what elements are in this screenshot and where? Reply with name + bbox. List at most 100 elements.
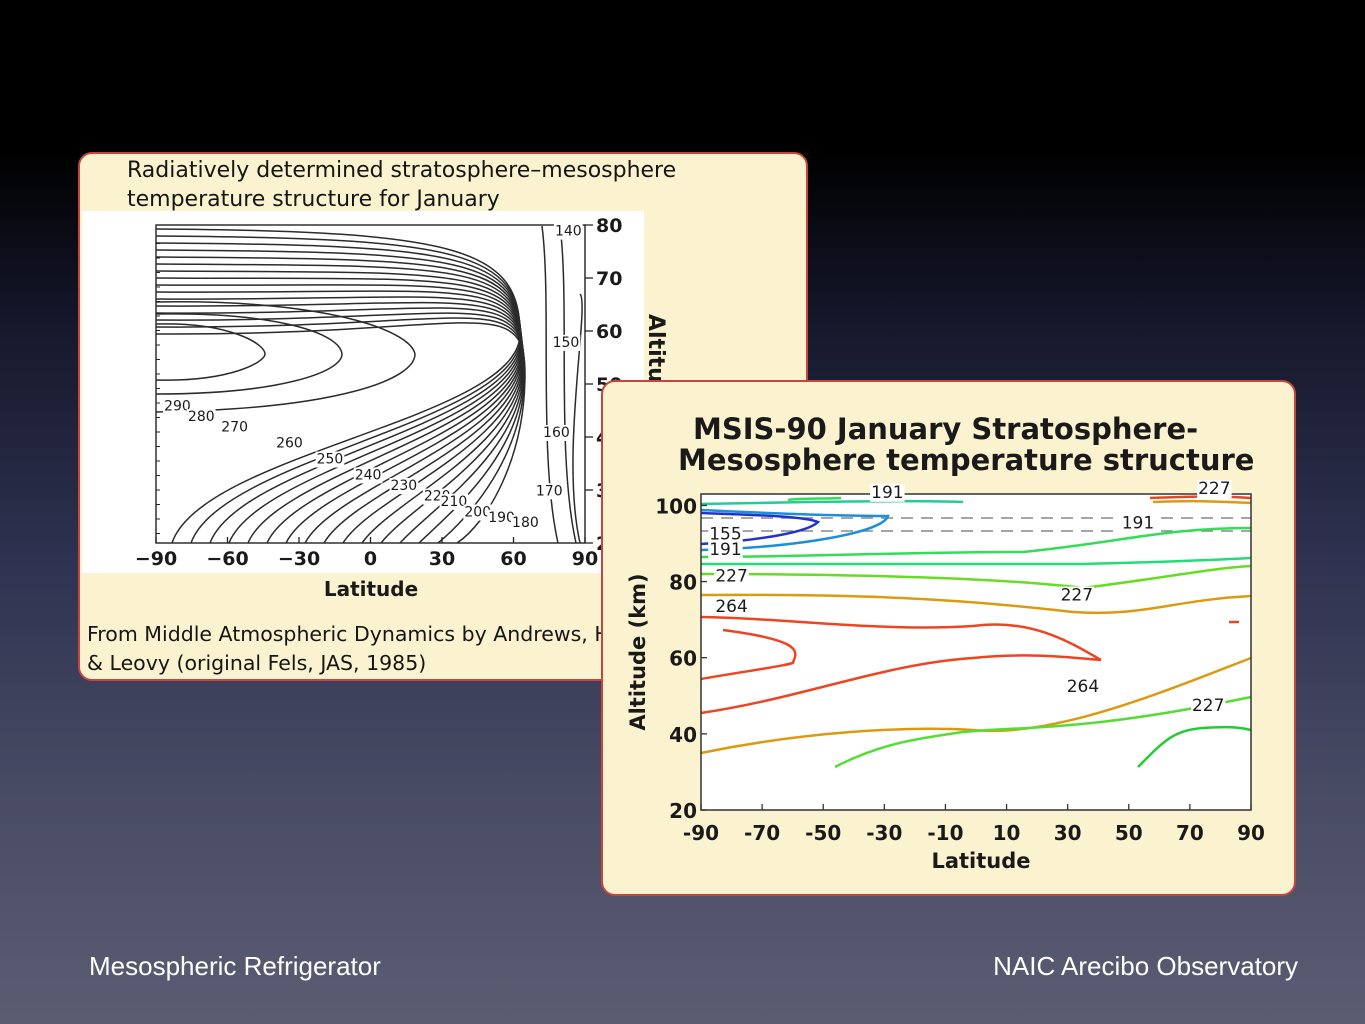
- contour-label: 227: [1198, 479, 1230, 499]
- contour-label-bg: [553, 223, 583, 240]
- contour-label: 140: [555, 224, 582, 240]
- contour-label: 250: [317, 452, 344, 468]
- y-tick-label: 80: [596, 215, 622, 237]
- x-tick-label: -10: [927, 821, 963, 845]
- contour-line: [155, 313, 343, 395]
- contour-line: [1152, 499, 1252, 505]
- contour-label: 264: [1067, 677, 1099, 697]
- radiative-chart-title-line1: Radiatively determined stratosphere–meso…: [127, 158, 677, 183]
- contour-line: [155, 301, 416, 413]
- contour-label: 190: [488, 510, 515, 526]
- contour-label-bg: [389, 478, 419, 494]
- y-tick-label: 100: [655, 494, 697, 518]
- y-axis-label: Altitude (km): [626, 573, 650, 730]
- contour-label: 160: [543, 425, 570, 441]
- contour-line: [541, 225, 559, 544]
- contour-label-bg: [315, 451, 345, 468]
- x-tick-label: -50: [805, 821, 841, 845]
- contour-label: 191: [1122, 513, 1154, 533]
- x-tick-label: −30: [278, 548, 320, 570]
- x-axis-label: Latitude: [324, 577, 418, 601]
- y-tick-label: 40: [669, 723, 697, 747]
- y-tick-label: 80: [669, 571, 697, 595]
- plot-frame: [700, 493, 1252, 811]
- contour-line: [700, 511, 821, 546]
- contour-line: [700, 654, 1102, 715]
- contour-label: 270: [221, 420, 248, 436]
- contour-label: 264: [715, 597, 747, 617]
- contour-line: [559, 225, 577, 544]
- source-credit-line1: From Middle Atmospheric Dynamics by Andr…: [87, 622, 662, 646]
- contour-line: [700, 628, 797, 681]
- contour-label: 227: [715, 567, 747, 587]
- plot-background: [82, 211, 644, 573]
- contour-label-bg: [551, 334, 581, 351]
- contour-label-bg: [186, 409, 216, 426]
- contour-label-bg: [439, 493, 469, 510]
- x-tick-label: 30: [1054, 821, 1082, 845]
- x-axis-label: Latitude: [931, 849, 1030, 873]
- y-tick-label: 60: [669, 647, 697, 671]
- y-tick-label: 60: [596, 321, 622, 343]
- contour-label-bg: [708, 525, 743, 544]
- contour-label-bg: [714, 598, 749, 617]
- radiative-chart-title-line2: temperature structure for January: [127, 187, 500, 212]
- contour-line: [700, 593, 1252, 615]
- contour-label: 240: [355, 467, 382, 483]
- contour-label-bg: [714, 567, 749, 586]
- contour-label-bg: [1190, 697, 1226, 716]
- y-tick-label: 70: [596, 268, 622, 290]
- contour-label: 180: [512, 515, 539, 531]
- contour-line: [155, 322, 526, 544]
- contour-label: 191: [709, 540, 741, 560]
- contour-line: [700, 615, 1102, 662]
- contour-line: [701, 556, 1252, 566]
- contour-label-bg: [1065, 677, 1101, 696]
- contour-label-bg: [534, 483, 564, 500]
- contour-label-bg: [220, 419, 250, 436]
- contour-line: [700, 564, 1252, 590]
- contour-label: 191: [871, 483, 903, 503]
- x-tick-label: 90: [1237, 821, 1265, 845]
- radiative-chart-title: Radiatively determined stratosphere–meso…: [127, 156, 787, 214]
- x-tick-label: -90: [683, 821, 719, 845]
- msis-chart-title-line1: MSIS-90 January Stratosphere-: [693, 412, 1199, 446]
- contour-line: [700, 499, 964, 506]
- contour-line: [834, 695, 1252, 769]
- radiative-contour-plot: −90−60−30030609080706050403020 290280270…: [82, 211, 668, 601]
- contour-label: 150: [553, 335, 580, 351]
- contour-label: 227: [1061, 586, 1093, 606]
- x-tick-label: -30: [866, 821, 902, 845]
- plot-background: [701, 494, 1251, 810]
- contour-label: 260: [276, 436, 303, 452]
- contour-label: 170: [536, 483, 563, 499]
- msis-chart-title: MSIS-90 January Stratosphere- Mesosphere…: [678, 412, 1293, 476]
- x-tick-label: 30: [429, 548, 455, 570]
- x-tick-label: 90: [572, 548, 598, 570]
- contour-label: 290: [164, 399, 191, 415]
- x-tick-label: 70: [1176, 821, 1204, 845]
- contour-line: [700, 508, 890, 552]
- x-tick-label: −90: [135, 548, 177, 570]
- contour-label-bg: [542, 425, 571, 441]
- msis-chart-title-line2: Mesosphere temperature structure: [678, 443, 1255, 477]
- contour-label: 280: [188, 409, 215, 425]
- contour-label: 155: [709, 525, 741, 545]
- contour-label: 227: [1192, 696, 1224, 716]
- contour-label: 230: [390, 478, 417, 494]
- contour-label: 210: [441, 494, 468, 510]
- contour-label-bg: [463, 504, 493, 521]
- contour-label-bg: [275, 435, 304, 452]
- footer-left-text: Mesospheric Refrigerator: [89, 951, 381, 981]
- x-tick-label: 50: [1115, 821, 1143, 845]
- contour-label: 200: [464, 505, 491, 521]
- contour-label-bg: [1197, 480, 1232, 498]
- source-credit-line2: & Leovy (original Fels, JAS, 1985): [87, 651, 427, 675]
- x-tick-label: −60: [206, 548, 248, 570]
- contour-label-bg: [1059, 586, 1095, 605]
- x-tick-label: 0: [364, 548, 377, 570]
- contour-line: [700, 526, 1252, 559]
- msis-contour-plot: -90 -70 -50 -30 -10 10 30 50 70 90 20 40 60 80 100 191…: [626, 479, 1265, 873]
- x-tick-label: -70: [744, 821, 780, 845]
- source-credit: From Middle Atmospheric Dynamics by Andr…: [87, 620, 787, 678]
